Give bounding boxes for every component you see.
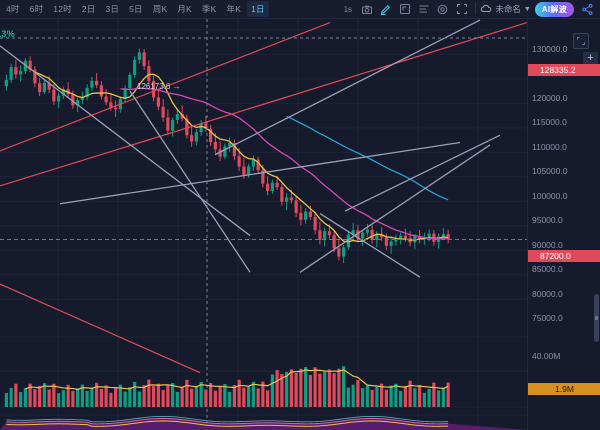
timeframe-tab-5[interactable]: 5日 (129, 4, 143, 14)
timeframe-tab-9[interactable]: 年K (226, 4, 242, 14)
last-price-badge[interactable]: 87200.0 (528, 250, 600, 262)
layout-name-label: 未命名 (495, 4, 521, 14)
price-tick: 115000.0 (532, 117, 567, 128)
ai-analysis-button[interactable]: AI解波 (534, 1, 574, 17)
chart-area[interactable]: 13% 126173.6 → 130000.0125000.0120000.01… (0, 19, 600, 430)
timeframe-tab-7[interactable]: 月K (177, 4, 192, 14)
timeframe-tab-3[interactable]: 2日 (81, 4, 96, 14)
last-volume-badge[interactable]: 1.9M (528, 383, 600, 395)
price-scale[interactable]: 130000.0125000.0120000.0115000.0110000.0… (527, 19, 600, 430)
timeframe-tab-6[interactable]: 周K (152, 4, 168, 14)
layout-name-selector[interactable]: 未命名 ▼ (480, 3, 531, 15)
price-tick: 85000.0 (532, 264, 563, 275)
timeframe-tab-0[interactable]: 4时 (6, 4, 20, 14)
timeframe-tab-2[interactable]: 12时 (53, 4, 72, 14)
fullscreen-icon[interactable] (453, 2, 470, 17)
list-icon[interactable] (415, 2, 432, 17)
timeframe-tab-8[interactable]: 季K (201, 4, 217, 14)
price-tick: 130000.0 (532, 43, 568, 54)
timeframe-tab-4[interactable]: 3日 (105, 4, 120, 14)
price-tick: 75000.0 (532, 313, 563, 324)
chevron-down-icon: ▼ (523, 5, 531, 13)
crosshair-price-badge: 128335.2 (528, 64, 600, 76)
seconds-label: 1s (343, 4, 353, 14)
expand-chart-icon[interactable] (573, 33, 589, 49)
price-tick: 100000.0 (532, 190, 568, 201)
volume-tick: 40.00M (532, 351, 561, 361)
price-tick: 110000.0 (532, 141, 567, 152)
timeframe-tab-1[interactable]: 6时 (29, 4, 44, 14)
camera-icon[interactable] (358, 2, 375, 17)
gear-icon[interactable] (434, 2, 451, 17)
cloud-icon (480, 4, 492, 15)
timeframe-tabs: 4时 6时 12时 2日 3日 5日 周K 月K 季K 年K 1日 (0, 1, 270, 17)
seconds-toggle[interactable]: 1s (339, 2, 356, 17)
vertical-scrollbar[interactable] (594, 294, 599, 342)
price-tick: 80000.0 (532, 288, 563, 299)
price-tick: 105000.0 (532, 166, 568, 177)
pencil-icon[interactable] (377, 2, 394, 17)
plot-canvas[interactable]: 13% 126173.6 → (0, 19, 527, 430)
peak-price-annotation: 126173.6 → (137, 82, 181, 91)
price-tick: 90000.0 (532, 239, 563, 250)
share-icon[interactable] (579, 2, 596, 17)
layout-icon[interactable] (396, 2, 413, 17)
price-tick: 120000.0 (532, 92, 568, 103)
top-toolbar: 4时 6时 12时 2日 3日 5日 周K 月K 季K 年K 1日 1s 未命名 (0, 0, 600, 19)
timeframe-tab-10[interactable]: 1日 (247, 1, 269, 17)
crosshair-price-button[interactable]: + (583, 52, 598, 65)
change-percent-badge: 13% (0, 29, 15, 39)
toolbar-divider (475, 3, 477, 15)
price-tick: 95000.0 (532, 215, 563, 226)
chart-svg (0, 19, 527, 430)
